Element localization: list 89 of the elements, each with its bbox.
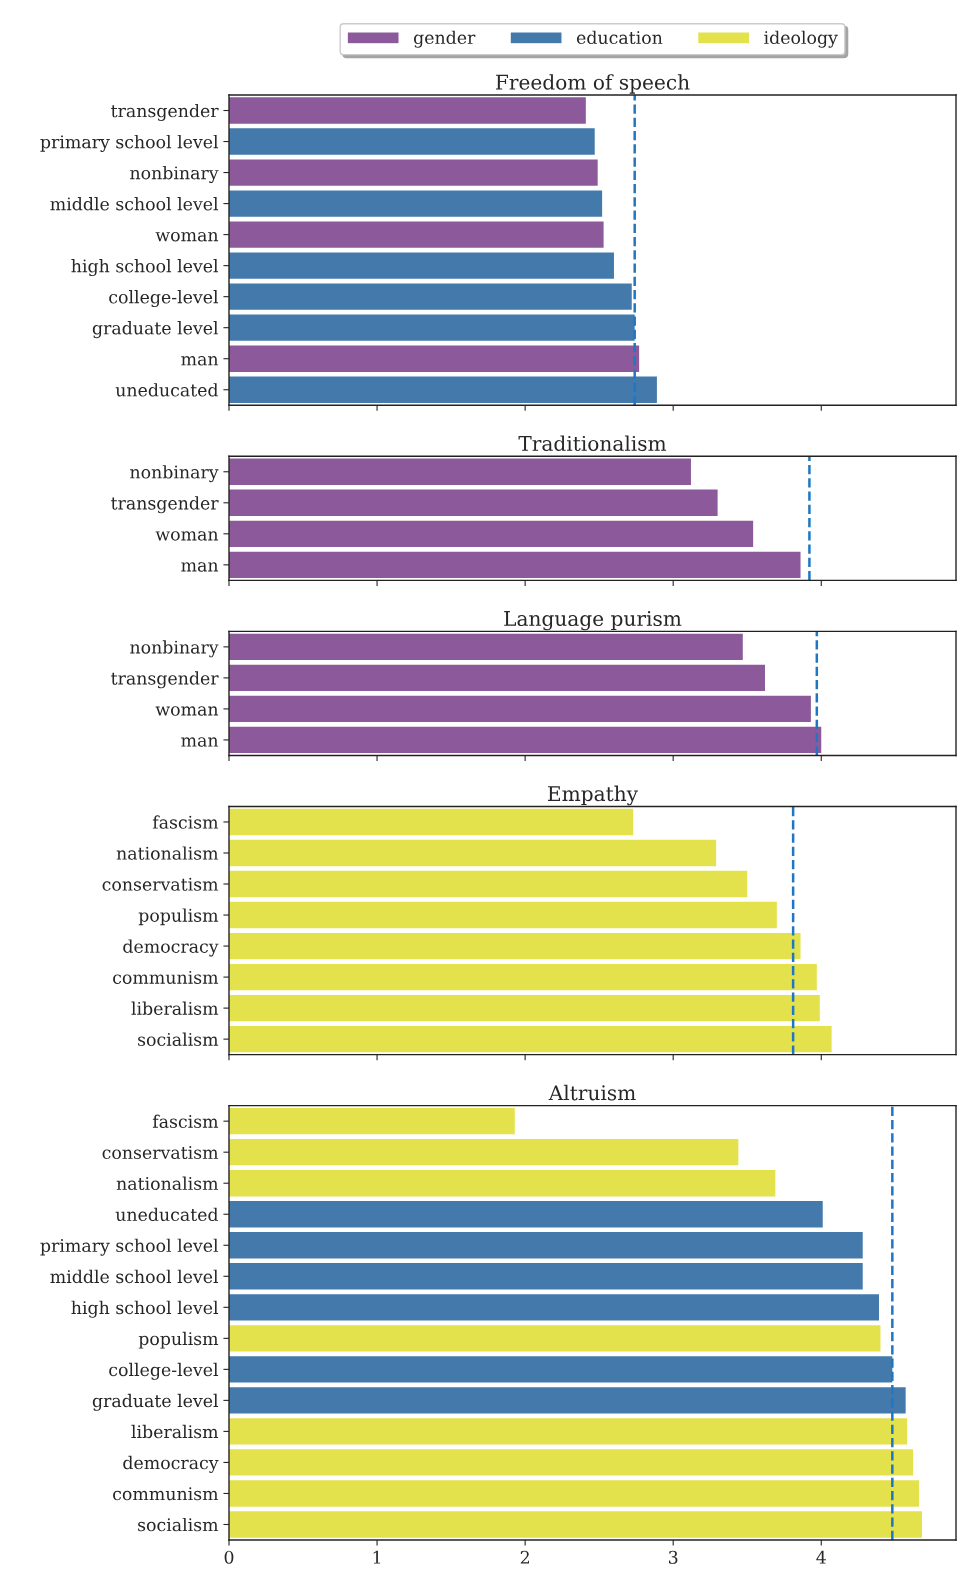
y-tick-label: nonbinary	[130, 165, 219, 184]
y-tick-label: man	[181, 356, 219, 366]
y-tick-label: uneducated	[115, 1207, 219, 1222]
y-tick-label: graduate level	[92, 1393, 219, 1411]
y-tick-label: conservatism	[102, 877, 219, 891]
y-tick-label: populism	[138, 908, 219, 926]
chart-title: Language purism	[504, 610, 682, 631]
bar	[229, 376, 657, 403]
bar	[229, 458, 691, 485]
bar	[229, 1232, 863, 1259]
y-tick-label: middle school level	[50, 196, 219, 211]
y-tick-label: communism	[113, 1487, 219, 1501]
bar	[229, 1511, 922, 1538]
chart-title: Freedom of speech	[495, 74, 690, 94]
y-tick-label: democracy	[123, 1455, 219, 1473]
y-tick-label: primary school level	[40, 134, 219, 152]
bar	[229, 520, 754, 547]
y-tick-label: woman	[155, 231, 219, 242]
y-tick-label: high school level	[71, 259, 219, 277]
y-tick-label: nonbinary	[130, 640, 219, 658]
bar	[229, 1139, 739, 1166]
x-tick-label: 4	[816, 1550, 826, 1564]
y-tick-label: transgender	[111, 671, 219, 689]
bar	[229, 839, 717, 867]
bar	[229, 1387, 906, 1414]
bar	[229, 963, 817, 991]
bar	[229, 190, 603, 217]
y-tick-label: man	[181, 562, 219, 572]
y-tick-label: transgender	[111, 496, 219, 514]
y-tick-label: primary school level	[40, 1238, 219, 1256]
legend-label: ideology	[764, 30, 838, 48]
bar	[229, 870, 748, 898]
y-tick-label: conservatism	[102, 1146, 219, 1160]
y-tick-label: nationalism	[116, 1176, 219, 1191]
bar	[229, 128, 595, 155]
y-tick-label: uneducated	[115, 383, 219, 397]
bar	[229, 252, 614, 279]
y-tick-label: graduate level	[92, 321, 219, 339]
y-tick-label: liberalism	[131, 1001, 219, 1015]
x-tick-label: 2	[520, 1550, 529, 1564]
legend-label: education	[576, 30, 663, 45]
y-tick-label: democracy	[123, 939, 219, 957]
bar	[229, 1356, 893, 1383]
chart-title: Empathy	[548, 785, 639, 806]
y-tick-label: nonbinary	[130, 465, 219, 483]
y-tick-label: high school level	[71, 1300, 219, 1318]
bar	[229, 1449, 914, 1476]
y-tick-label: fascism	[152, 815, 219, 829]
y-tick-label: fascism	[152, 1114, 219, 1129]
y-tick-label: man	[181, 737, 219, 747]
bar	[229, 345, 640, 372]
y-tick-label: communism	[113, 970, 219, 984]
y-tick-label: socialism	[138, 1032, 219, 1046]
y-tick-label: nationalism	[116, 846, 219, 860]
bar	[229, 97, 586, 124]
bar	[229, 1107, 515, 1135]
bar	[229, 551, 801, 579]
y-tick-label: middle school level	[50, 1269, 219, 1284]
y-tick-label: college-level	[109, 1362, 219, 1380]
bar	[229, 932, 801, 960]
y-tick-label: woman	[155, 706, 219, 716]
chart-title: Altruism	[548, 1084, 636, 1101]
bar	[229, 1263, 863, 1290]
x-tick-label: 0	[224, 1550, 234, 1564]
y-tick-label: populism	[138, 1331, 219, 1349]
bar	[229, 489, 718, 516]
bar	[229, 1418, 908, 1445]
bar	[229, 283, 632, 310]
bar	[229, 1325, 881, 1352]
bar	[229, 1025, 832, 1053]
bar	[229, 994, 820, 1022]
bar	[229, 808, 634, 836]
y-tick-label: liberalism	[131, 1424, 219, 1439]
y-tick-label: woman	[155, 531, 219, 541]
x-tick-label: 1	[373, 1550, 381, 1564]
bar	[229, 314, 635, 341]
bar	[229, 1480, 919, 1507]
bar	[229, 1170, 776, 1197]
bar	[229, 159, 598, 186]
x-tick-label: 3	[669, 1550, 678, 1564]
y-tick-label: transgender	[111, 103, 219, 121]
legend-label: gender	[413, 30, 476, 48]
y-tick-label: socialism	[138, 1517, 219, 1532]
bar	[229, 221, 604, 248]
y-tick-label: college-level	[109, 290, 219, 308]
bar	[229, 1201, 823, 1228]
bar	[229, 1294, 880, 1321]
bar	[229, 901, 777, 929]
chart-title: Traditionalism	[518, 435, 667, 451]
